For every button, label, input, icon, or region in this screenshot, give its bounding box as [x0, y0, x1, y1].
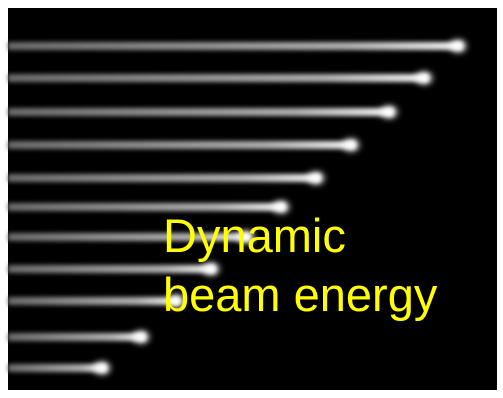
- beam-head: [450, 40, 466, 52]
- caption-line: beam energy: [163, 268, 438, 321]
- beam-head: [343, 139, 359, 151]
- beam: [8, 333, 145, 341]
- beam-head: [381, 106, 397, 118]
- beam-image: Dynamic beam energy: [0, 0, 503, 398]
- beam: [8, 74, 428, 82]
- beam-head: [94, 362, 110, 374]
- beam: [8, 297, 180, 305]
- beam: [8, 141, 355, 149]
- beam: [8, 364, 106, 372]
- beam-head: [416, 72, 432, 84]
- background: [8, 8, 497, 390]
- beam-head: [308, 172, 324, 184]
- beam: [8, 108, 393, 116]
- page: {"caption": {"lines": ["Dynamic", "beam …: [0, 0, 503, 398]
- beam: [8, 174, 320, 182]
- caption-line: Dynamic: [163, 209, 346, 262]
- beam-head: [133, 331, 149, 343]
- beam: [8, 42, 462, 50]
